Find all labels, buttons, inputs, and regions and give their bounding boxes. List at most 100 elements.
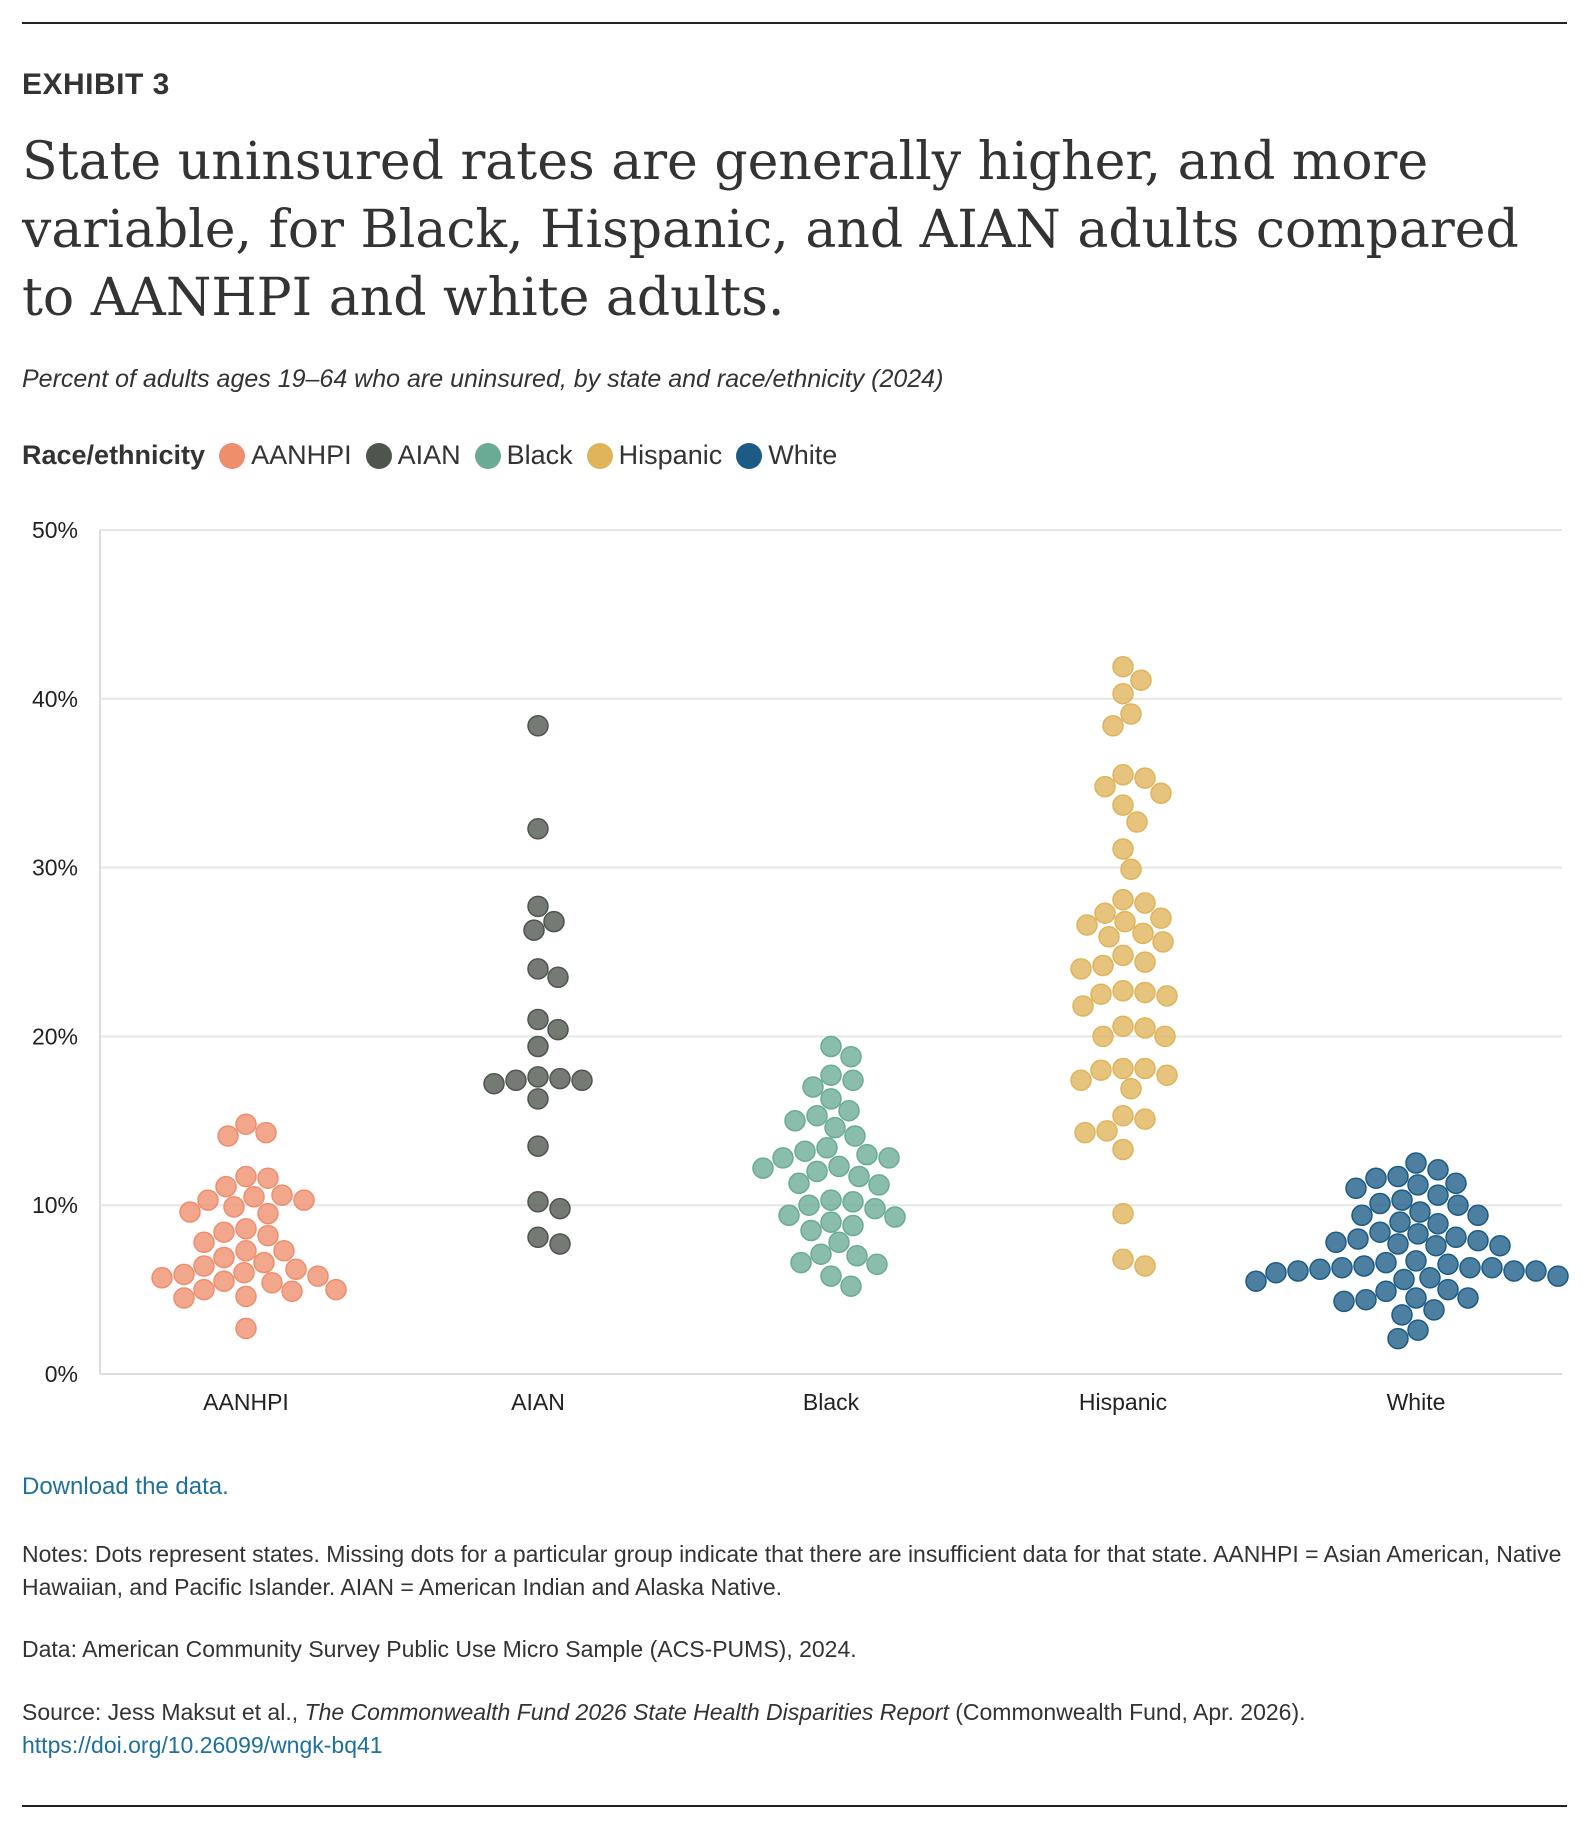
data-point-aian xyxy=(527,1135,549,1157)
data-point-white xyxy=(1391,1304,1413,1326)
data-point-hispanic xyxy=(1112,944,1134,967)
legend-item-aanhpi: AANHPI xyxy=(219,440,352,471)
data-point-black xyxy=(844,1125,866,1147)
data-point-white xyxy=(1353,1255,1375,1277)
data-point-aanhpi xyxy=(285,1258,307,1281)
data-point-white xyxy=(1547,1265,1569,1287)
data-point-hispanic xyxy=(1126,811,1148,833)
data-point-white xyxy=(1309,1258,1331,1281)
data-source-text: Data: American Community Survey Public U… xyxy=(22,1636,857,1662)
data-point-white xyxy=(1427,1184,1449,1206)
data-point-black xyxy=(790,1251,812,1274)
data-point-aanhpi xyxy=(213,1221,235,1243)
data-point-aanhpi xyxy=(193,1278,215,1301)
chart-subtitle: Percent of adults ages 19–64 who are uni… xyxy=(22,365,944,393)
data-point-aian xyxy=(549,1197,571,1220)
data-point-aian xyxy=(527,958,549,980)
legend: Race/ethnicity AANHPI AIAN Black Hispani… xyxy=(22,440,851,471)
y-tick-label: 10% xyxy=(32,1192,78,1218)
data-point-aanhpi xyxy=(223,1196,245,1218)
data-point-black xyxy=(820,1035,842,1058)
data-point-white xyxy=(1369,1221,1391,1243)
data-point-hispanic xyxy=(1112,682,1134,705)
data-point-aian xyxy=(549,1233,571,1255)
data-point-white xyxy=(1387,1165,1409,1188)
data-point-white xyxy=(1503,1260,1525,1282)
data-point-aian xyxy=(549,1067,571,1090)
download-data-link[interactable]: Download the data. xyxy=(22,1473,229,1500)
legend-label-aanhpi: AANHPI xyxy=(251,440,352,470)
data-point-aian xyxy=(527,818,549,840)
data-point-black xyxy=(820,1265,842,1287)
data-point-hispanic xyxy=(1096,1120,1118,1142)
data-point-aanhpi xyxy=(257,1167,279,1189)
x-tick-label: AIAN xyxy=(511,1389,565,1415)
data-point-aanhpi xyxy=(235,1240,257,1262)
x-tick-label: AANHPI xyxy=(203,1389,289,1415)
data-point-hispanic xyxy=(1120,858,1142,881)
data-point-black xyxy=(798,1194,820,1216)
y-tick-label: 0% xyxy=(45,1361,78,1387)
data-point-aanhpi xyxy=(253,1251,275,1274)
data-point-white xyxy=(1467,1204,1489,1227)
top-rule xyxy=(22,22,1567,24)
data-point-hispanic xyxy=(1098,926,1120,948)
data-point-aanhpi xyxy=(235,1317,257,1340)
data-point-black xyxy=(816,1137,838,1159)
legend-swatch-aanhpi xyxy=(219,442,246,469)
data-point-white xyxy=(1437,1278,1459,1301)
data-point-white xyxy=(1489,1234,1511,1257)
legend-label-black: Black xyxy=(506,440,573,470)
data-point-white xyxy=(1387,1327,1409,1350)
data-point-aanhpi xyxy=(173,1287,195,1309)
data-point-aian xyxy=(505,1069,527,1092)
data-point-aanhpi xyxy=(217,1125,239,1147)
data-point-white xyxy=(1405,1250,1427,1272)
data-point-hispanic xyxy=(1090,983,1112,1005)
data-point-white xyxy=(1467,1229,1489,1252)
data-point-hispanic xyxy=(1070,1069,1092,1092)
data-point-hispanic xyxy=(1156,1064,1178,1086)
data-point-hispanic xyxy=(1092,954,1114,977)
data-point-hispanic xyxy=(1102,715,1124,737)
data-point-hispanic xyxy=(1134,1255,1156,1277)
data-point-white xyxy=(1391,1189,1413,1211)
data-point-white xyxy=(1427,1159,1449,1181)
data-point-hispanic xyxy=(1120,703,1142,725)
data-point-hispanic xyxy=(1090,1059,1112,1081)
legend-item-white: White xyxy=(736,440,837,471)
data-point-white xyxy=(1351,1204,1373,1227)
doi-link[interactable]: https://doi.org/10.26099/wngk-bq41 xyxy=(22,1732,383,1758)
data-point-aanhpi xyxy=(235,1165,257,1188)
data-point-white xyxy=(1245,1270,1267,1292)
data-point-black xyxy=(856,1143,878,1166)
data-point-white xyxy=(1287,1260,1309,1282)
data-point-white xyxy=(1345,1177,1367,1200)
data-point-black xyxy=(788,1172,810,1195)
data-point-white xyxy=(1387,1233,1409,1255)
source-suffix: (Commonwealth Fund, Apr. 2026). xyxy=(948,1699,1306,1725)
data-point-aanhpi xyxy=(179,1201,201,1223)
data-point-aian xyxy=(543,910,565,933)
legend-item-black: Black xyxy=(474,440,573,471)
data-point-aanhpi xyxy=(197,1189,219,1211)
x-tick-label: Hispanic xyxy=(1079,1389,1167,1415)
data-point-aanhpi xyxy=(151,1267,173,1289)
data-point-white xyxy=(1423,1299,1445,1321)
legend-item-hispanic: Hispanic xyxy=(586,440,722,471)
data-point-black xyxy=(842,1214,864,1237)
legend-swatch-white xyxy=(736,442,763,469)
data-point-aian xyxy=(527,1088,549,1110)
data-point-white xyxy=(1375,1280,1397,1303)
data-point-hispanic xyxy=(1120,1077,1142,1100)
data-point-hispanic xyxy=(1112,1015,1134,1038)
data-point-hispanic xyxy=(1112,794,1134,816)
data-point-white xyxy=(1369,1192,1391,1215)
data-point-white xyxy=(1405,1152,1427,1174)
data-point-white xyxy=(1393,1268,1415,1291)
data-point-aian xyxy=(527,895,549,918)
data-point-aanhpi xyxy=(257,1202,279,1225)
data-point-aian xyxy=(547,966,569,989)
notes-text: Notes: Dots represent states. Missing do… xyxy=(22,1541,1562,1600)
data-point-black xyxy=(842,1069,864,1092)
